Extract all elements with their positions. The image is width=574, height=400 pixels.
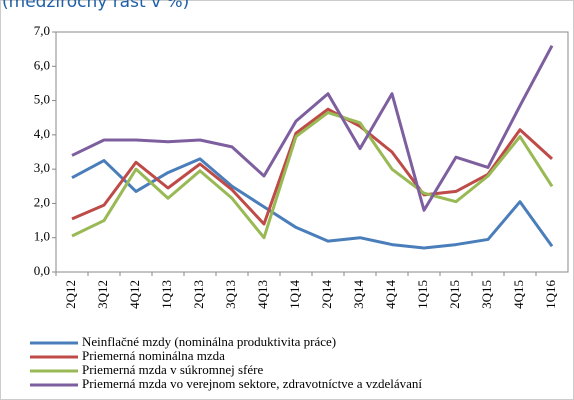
series-line (71, 111, 554, 240)
series-line (71, 45, 554, 212)
x-tick-label: 1Q16 (543, 280, 558, 309)
x-tick-label: 4Q14 (383, 280, 398, 309)
chart-title: (medziročný rast v %) (2, 0, 189, 12)
x-tick-label: 3Q13 (223, 280, 238, 309)
x-tick-label: 4Q12 (127, 280, 142, 309)
x-tick-label: 2Q12 (63, 280, 78, 309)
x-tick-label: 2Q13 (191, 280, 206, 309)
legend-label: Priemerná mzda vo verejnom sektore, zdra… (82, 376, 422, 391)
x-tick-label: 3Q15 (479, 280, 494, 309)
y-tick-label: 5,0 (34, 92, 50, 107)
y-tick-label: 1,0 (34, 229, 50, 244)
y-tick-label: 0,0 (34, 263, 50, 278)
y-tick-label: 7,0 (34, 23, 50, 38)
x-tick-label: 4Q13 (255, 280, 270, 309)
legend-label: Priemerná nominálna mzda (82, 348, 225, 363)
x-tick-label: 2Q15 (447, 280, 462, 309)
series-line (71, 107, 554, 226)
x-tick-label: 3Q12 (95, 280, 110, 309)
legend-label: Neinflačné mzdy (nominálna produktivita … (82, 334, 336, 349)
y-tick-label: 4,0 (34, 126, 50, 141)
x-tick-label: 1Q14 (287, 280, 302, 309)
x-tick-label: 2Q14 (319, 280, 334, 309)
y-tick-label: 3,0 (34, 160, 50, 175)
y-tick-label: 6,0 (34, 57, 50, 72)
legend-label: Priemerná mzda v súkromnej sfére (82, 362, 263, 377)
x-tick-label: 4Q15 (511, 280, 526, 309)
x-tick-label: 1Q13 (159, 280, 174, 309)
x-tick-label: 1Q15 (415, 280, 430, 309)
y-tick-label: 2,0 (34, 194, 50, 209)
x-tick-label: 3Q14 (351, 280, 366, 309)
